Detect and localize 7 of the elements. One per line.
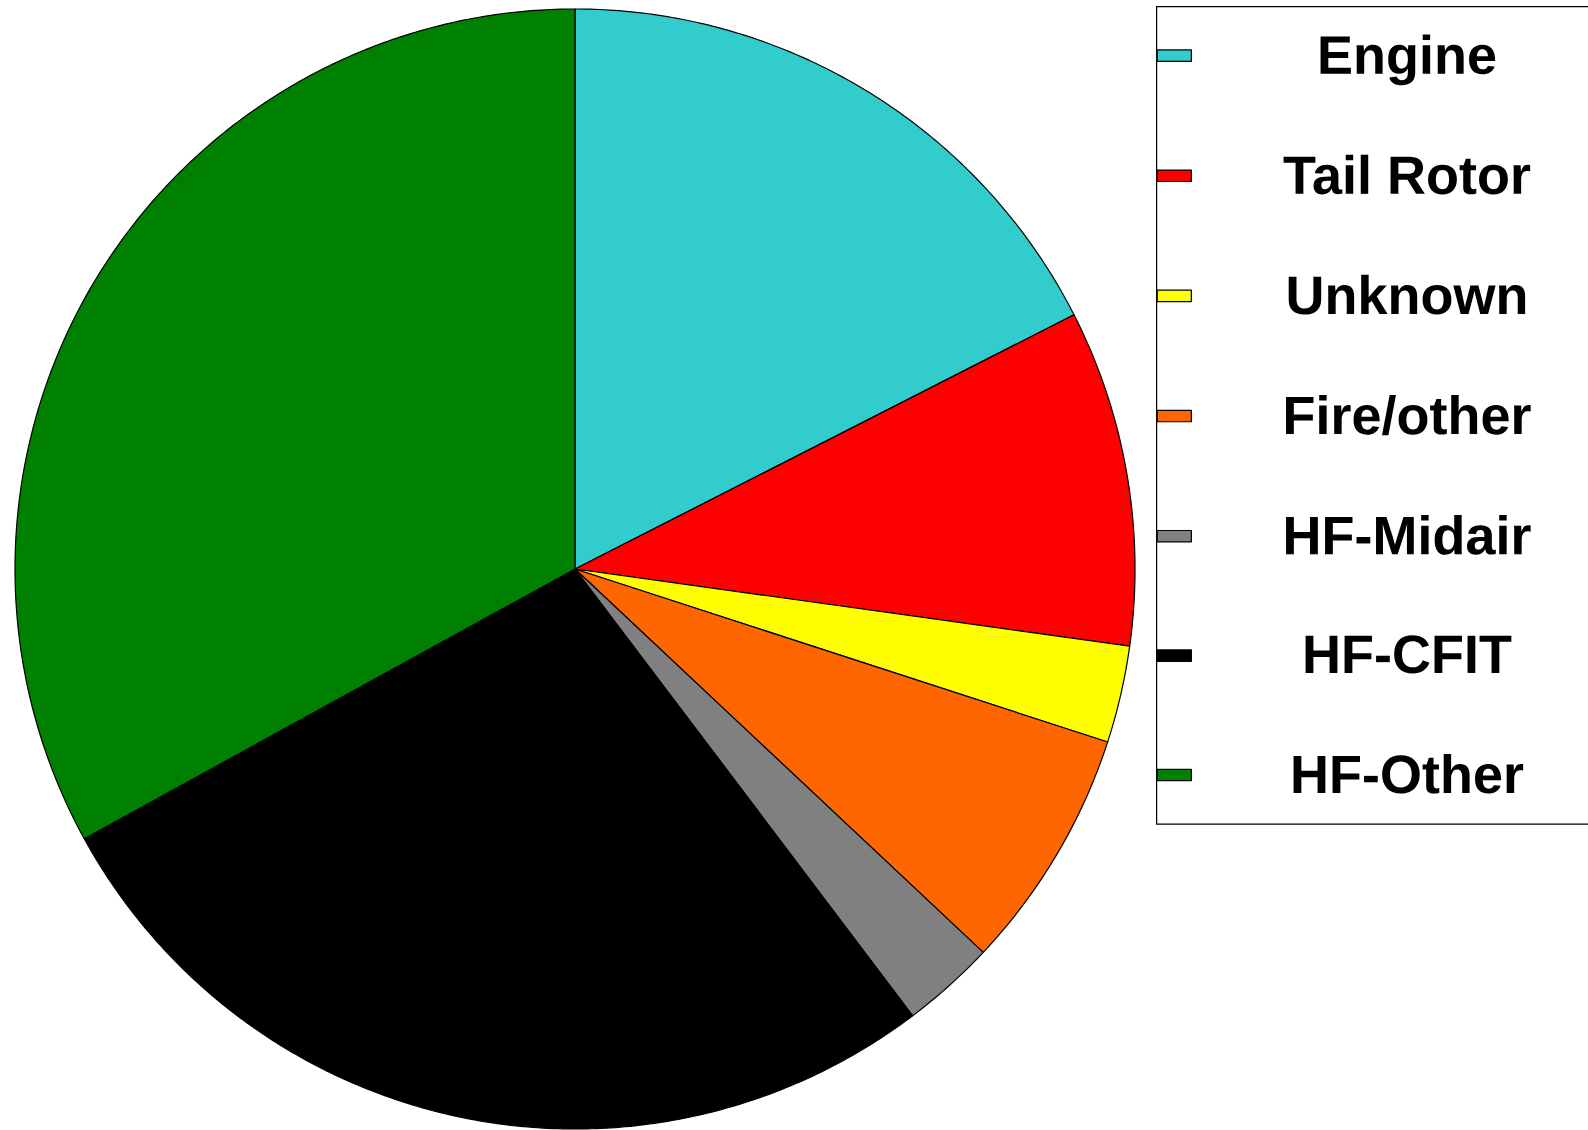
legend-label: HF-Other xyxy=(1293,753,1524,794)
legend-label: Engine xyxy=(1320,34,1496,86)
legend-label: Tail Rotor xyxy=(1283,154,1531,195)
legend-label: HF-CFIT xyxy=(1305,635,1512,674)
legend-label: HF-Midair xyxy=(1286,515,1531,555)
legend-label: Fire/other xyxy=(1286,394,1531,436)
legend-label: Unknown xyxy=(1288,274,1526,315)
